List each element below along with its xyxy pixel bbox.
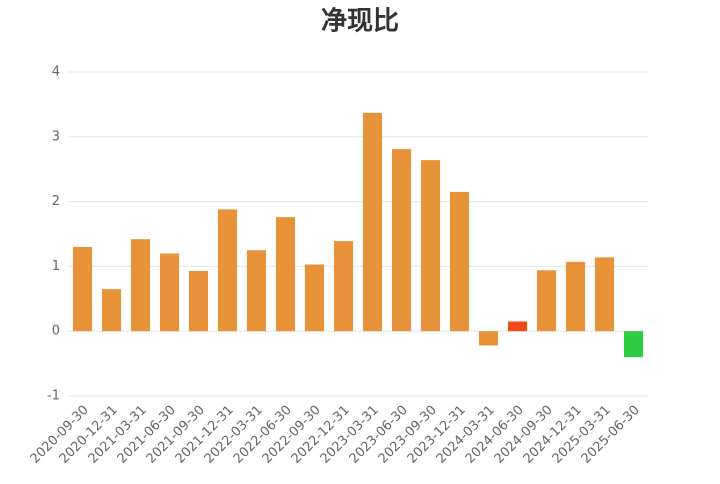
bar	[304, 264, 325, 332]
y-tick-label: 2	[52, 194, 60, 209]
bar	[130, 239, 151, 332]
bar	[217, 209, 238, 332]
bar	[420, 160, 441, 332]
bar	[594, 257, 615, 332]
bar	[246, 250, 267, 332]
y-tick-label: 3	[52, 129, 60, 144]
chart-title: 净现比	[321, 7, 399, 37]
bar	[275, 217, 296, 332]
bar	[391, 149, 412, 332]
bar	[333, 241, 354, 332]
bar	[536, 270, 557, 332]
y-tick-label: 4	[52, 65, 60, 80]
bar	[159, 253, 180, 332]
y-tick-label: 0	[52, 324, 60, 339]
y-tick-label: 1	[52, 259, 60, 274]
bar	[101, 289, 122, 332]
bar	[565, 261, 586, 332]
bar	[188, 270, 209, 332]
bar	[449, 191, 470, 332]
bar	[72, 246, 93, 332]
y-tick-label: -1	[47, 389, 60, 404]
bar	[362, 112, 383, 332]
bar	[507, 321, 528, 332]
bar	[478, 331, 499, 346]
bar	[623, 331, 644, 358]
